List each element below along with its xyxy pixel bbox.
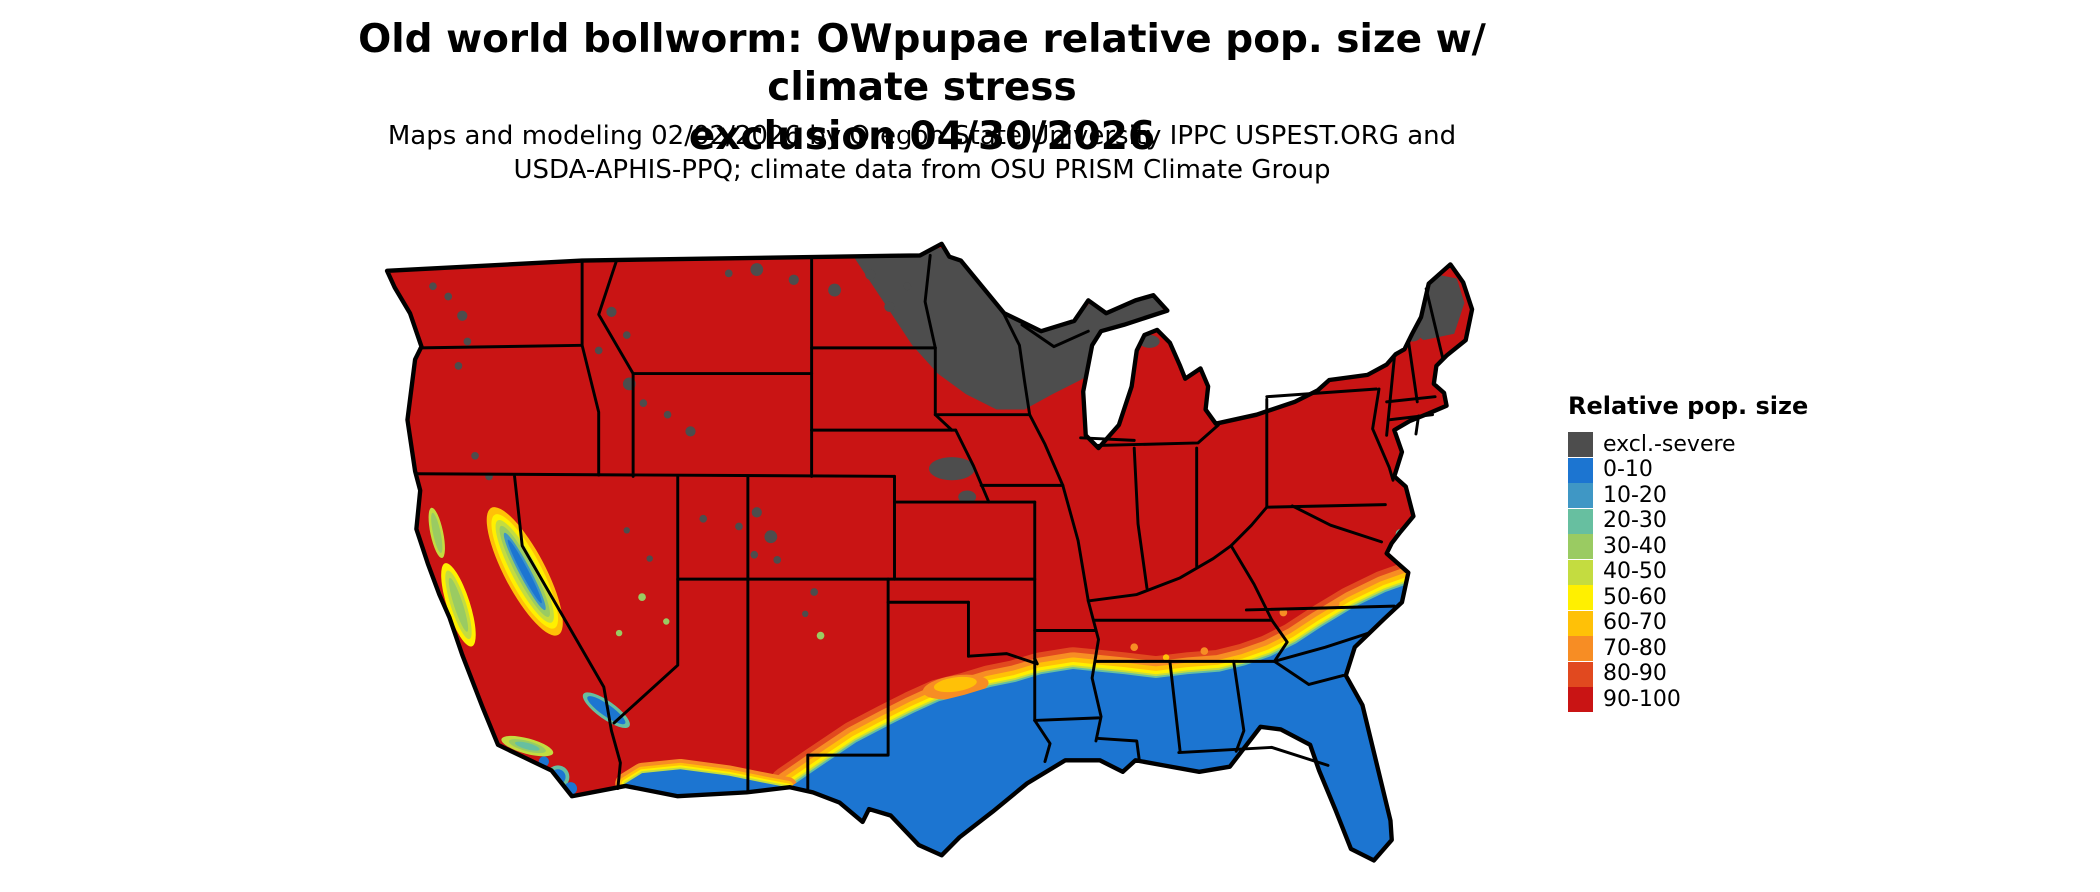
legend-item-label: 10-20 <box>1603 482 1667 508</box>
map-sierra-nevada-gradient <box>486 507 563 636</box>
page-subtitle-line1: Maps and modeling 02/02/2026 by Oregon S… <box>387 121 1457 151</box>
legend-swatch <box>1568 534 1593 560</box>
legend-item: 40-50 <box>1568 559 1868 586</box>
us-outline <box>384 241 1475 863</box>
legend-item: 0-10 <box>1568 457 1868 484</box>
legend-item: 90-100 <box>1568 687 1868 713</box>
legend-item: excl.-severe <box>1568 432 1868 458</box>
legend-item-label: 40-50 <box>1603 559 1667 585</box>
page-title: Old world bollworm: OWpupae relative pop… <box>310 16 1534 161</box>
legend-swatch <box>1568 483 1593 509</box>
legend-item-label: excl.-severe <box>1603 431 1736 457</box>
legend-item-label: 30-40 <box>1603 533 1667 559</box>
legend-item-label: 20-30 <box>1603 508 1667 534</box>
legend-swatch <box>1568 636 1593 662</box>
legend-item-label: 0-10 <box>1603 457 1653 483</box>
map-north-coast-gradient <box>428 507 445 559</box>
legend-swatch <box>1568 432 1593 458</box>
map-fill-layers <box>387 243 1473 861</box>
page-subtitle-line2: USDA-APHIS-PPQ; climate data from OSU PR… <box>513 154 1331 185</box>
page-title-line2: exclusion 04/30/2026 <box>688 113 1156 159</box>
page-title-line1: Old world bollworm: OWpupae relative pop… <box>358 17 1486 111</box>
legend-swatch <box>1568 508 1593 534</box>
map-socal-mountains <box>501 735 554 757</box>
map-coast-range-gradient <box>441 563 476 647</box>
legend-item-label: 60-70 <box>1603 610 1667 636</box>
us-map-svg <box>384 241 1475 863</box>
legend-item: 80-90 <box>1568 661 1868 688</box>
page-subtitle: Maps and modeling 02/02/2026 by Oregon S… <box>310 120 1534 188</box>
legend-item: 30-40 <box>1568 534 1868 560</box>
legend-item: 60-70 <box>1568 610 1868 637</box>
legend-swatch <box>1568 559 1593 585</box>
legend-item: 50-60 <box>1568 585 1868 611</box>
legend-item-label: 90-100 <box>1603 686 1681 712</box>
us-map <box>308 222 1532 890</box>
legend-item: 10-20 <box>1568 483 1868 509</box>
map-region-excluded-plains-patch <box>958 490 977 504</box>
legend-item-label: 80-90 <box>1603 661 1667 687</box>
legend-items: excl.-severe 0-10 10-20 20-30 30-40 40-50 50-6… <box>1568 432 1868 713</box>
legend-swatch <box>1568 661 1593 687</box>
legend-item: 20-30 <box>1568 508 1868 535</box>
legend-swatch <box>1568 585 1593 611</box>
legend-item: 70-80 <box>1568 636 1868 662</box>
legend: Relative pop. size excl.-severe 0-10 10-20… <box>1568 392 1868 713</box>
state-borders <box>414 253 1445 794</box>
legend-title: Relative pop. size <box>1568 392 1809 420</box>
legend-item-label: 50-60 <box>1603 584 1667 610</box>
legend-swatch <box>1568 457 1593 483</box>
legend-item-label: 70-80 <box>1603 635 1667 661</box>
legend-swatch <box>1568 687 1593 713</box>
map-region-excluded-sandhills <box>928 457 975 481</box>
legend-swatch <box>1568 610 1593 636</box>
